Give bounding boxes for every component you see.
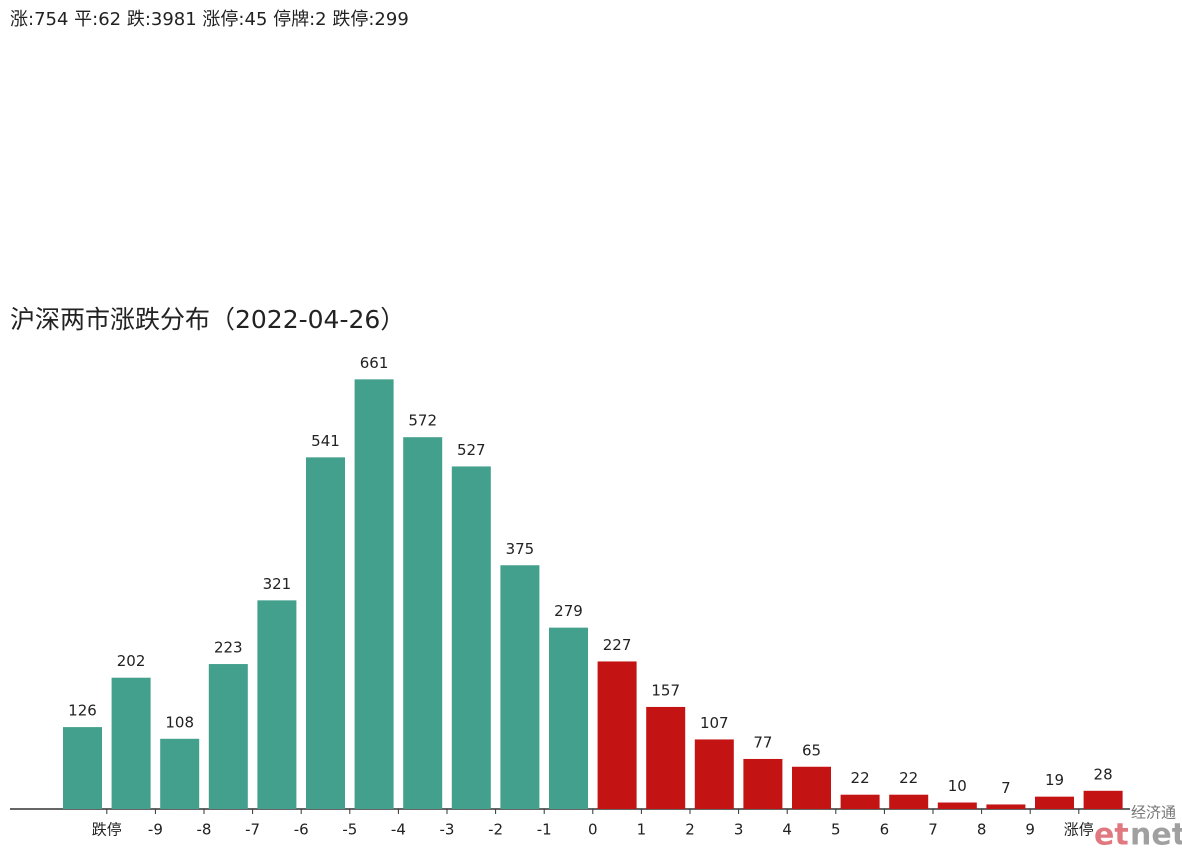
watermark-et: et xyxy=(1094,818,1129,849)
value-label: 527 xyxy=(457,441,486,459)
x-tick-label: 6 xyxy=(880,821,890,839)
value-label: 77 xyxy=(753,733,772,751)
x-tick-label: -4 xyxy=(391,821,406,839)
value-label: 227 xyxy=(603,636,632,654)
x-tick-label: -3 xyxy=(440,821,455,839)
bar xyxy=(160,738,200,809)
chart-title: 沪深两市涨跌分布（2022-04-26） xyxy=(10,305,405,334)
value-label: 22 xyxy=(899,769,918,787)
x-tick-label: 4 xyxy=(782,821,792,839)
bar xyxy=(451,466,491,809)
bar xyxy=(403,437,443,809)
bar xyxy=(646,706,686,809)
bar xyxy=(840,794,880,809)
bar xyxy=(597,661,637,809)
value-label: 661 xyxy=(360,354,389,372)
x-tick-label: -6 xyxy=(294,821,309,839)
x-tick-label: 涨停 xyxy=(1064,821,1094,839)
value-label: 157 xyxy=(651,681,680,699)
x-tick-label: -7 xyxy=(245,821,260,839)
value-label: 7 xyxy=(1001,779,1011,797)
x-tick-label: -2 xyxy=(488,821,503,839)
watermark-cn: 经济通 xyxy=(1131,804,1176,822)
bar xyxy=(743,758,783,809)
bar xyxy=(257,600,297,809)
summary: 涨:754 平:62 跌:3981 涨停:45 停牌:2 跌停:299 xyxy=(10,9,409,30)
value-label: 223 xyxy=(214,639,243,657)
x-tick-label: 0 xyxy=(588,821,598,839)
bar xyxy=(111,677,151,809)
value-label: 279 xyxy=(554,602,583,620)
x-tick-label: 跌停 xyxy=(92,821,122,839)
x-tick-label: 8 xyxy=(977,821,987,839)
watermark-net: net xyxy=(1130,818,1182,849)
x-tick-label: 3 xyxy=(734,821,744,839)
value-label: 108 xyxy=(165,713,194,731)
bar xyxy=(1083,790,1123,809)
bar xyxy=(63,727,102,809)
bar xyxy=(986,804,1026,809)
x-tick-label: 1 xyxy=(637,821,647,839)
value-label: 28 xyxy=(1094,765,1113,783)
bar xyxy=(889,794,929,809)
x-tick-label: -5 xyxy=(342,821,357,839)
bar xyxy=(354,379,394,809)
bar xyxy=(306,457,345,809)
value-label: 202 xyxy=(117,652,146,670)
x-tick-label: 2 xyxy=(685,821,695,839)
value-label: 65 xyxy=(802,741,821,759)
value-label: 126 xyxy=(68,702,97,720)
value-label: 572 xyxy=(408,412,437,430)
x-tick-label: -8 xyxy=(197,821,212,839)
bar xyxy=(500,565,540,809)
x-tick-label: -1 xyxy=(537,821,552,839)
x-tick-label: 5 xyxy=(831,821,841,839)
bar xyxy=(208,664,248,809)
value-label: 321 xyxy=(263,575,292,593)
bar xyxy=(937,802,977,809)
value-label: 10 xyxy=(948,777,967,795)
x-tick-label: -9 xyxy=(148,821,163,839)
value-label: 375 xyxy=(506,540,535,558)
value-label: 22 xyxy=(851,769,870,787)
x-tick-label: 7 xyxy=(928,821,938,839)
value-label: 541 xyxy=(311,432,340,450)
x-tick-label: 9 xyxy=(1025,821,1035,839)
bar xyxy=(792,766,831,809)
bar xyxy=(549,627,588,809)
bar xyxy=(694,739,734,809)
value-label: 107 xyxy=(700,714,729,732)
bar xyxy=(1035,796,1074,809)
value-label: 19 xyxy=(1045,771,1064,789)
